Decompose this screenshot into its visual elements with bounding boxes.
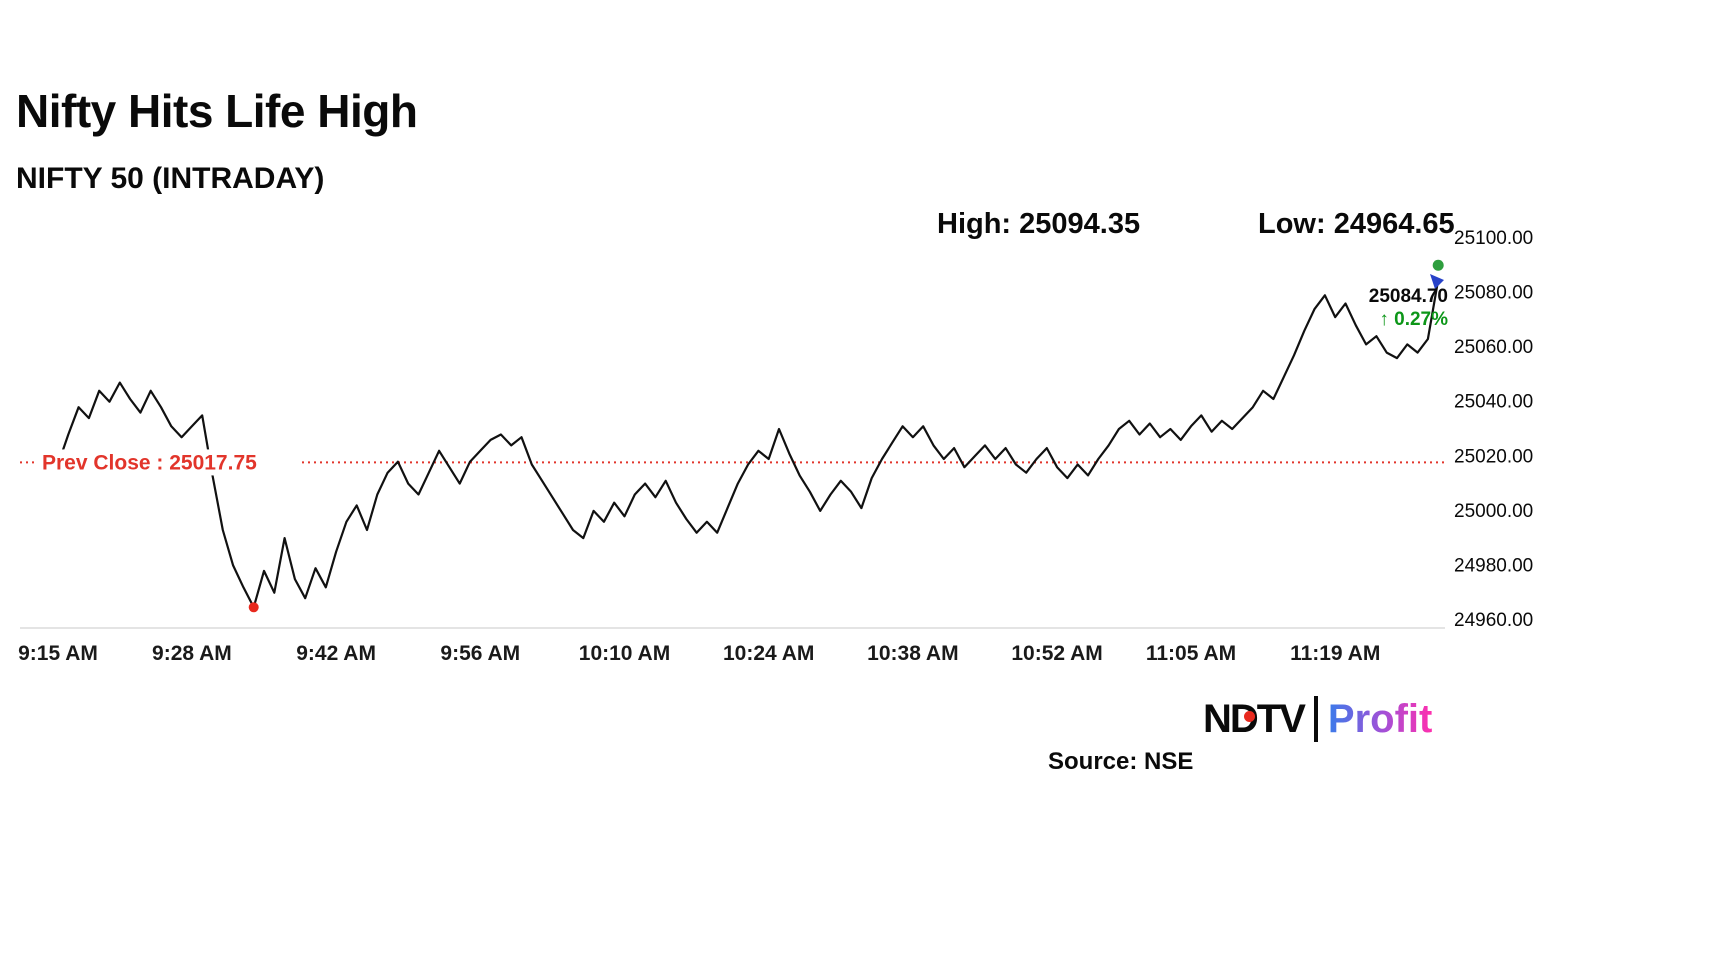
x-axis-tick-label: 11:19 AM: [1290, 642, 1380, 665]
y-axis-tick-label: 25020.00: [1454, 446, 1533, 467]
page-title: Nifty Hits Life High: [16, 85, 418, 137]
page-subtitle: NIFTY 50 (INTRADAY): [16, 162, 325, 195]
y-axis-tick-label: 24980.00: [1454, 555, 1533, 576]
x-axis-tick-label: 9:42 AM: [296, 642, 376, 665]
x-axis-tick-label: 10:24 AM: [723, 642, 814, 665]
price-line: [56, 278, 1440, 609]
last-price-label: 25084.70: [1369, 286, 1448, 307]
ndtv-wordmark: NDTV: [1203, 699, 1306, 739]
day-high-label: High: 25094.35: [937, 208, 1141, 240]
x-axis-tick-label: 10:10 AM: [579, 642, 670, 665]
day-low-label: Low: 24964.65: [1258, 208, 1455, 240]
y-axis-tick-label: 25060.00: [1454, 337, 1533, 358]
y-axis-tick-label: 25080.00: [1454, 283, 1533, 304]
low-point-marker: [248, 602, 259, 613]
y-axis-tick-label: 25100.00: [1454, 228, 1533, 249]
y-axis-tick-label: 25040.00: [1454, 392, 1533, 413]
source-label: Source: NSE: [1048, 748, 1194, 775]
prev-close-label: Prev Close : 25017.75: [42, 451, 257, 474]
intraday-line-chart-svg: 25100.00 25080.00 25060.00 25040.00 25020.00…: [18, 228, 1533, 665]
x-axis-tick-label: 9:56 AM: [440, 642, 520, 665]
mouse-cursor-icon: [1430, 274, 1444, 289]
x-axis-tick-label: 9:28 AM: [152, 642, 232, 665]
last-price-marker: [1432, 259, 1444, 271]
y-axis-tick-label: 24960.00: [1454, 610, 1533, 631]
x-axis-tick-label: 10:38 AM: [867, 642, 958, 665]
prev-close-label-bg: [34, 449, 300, 476]
profit-wordmark: Profit: [1327, 697, 1433, 741]
x-axis-tick-label: 10:52 AM: [1011, 642, 1102, 665]
y-axis-tick-label: 25000.00: [1454, 501, 1533, 522]
ndtv-red-dot-icon: [1244, 711, 1255, 722]
logo-separator: [1313, 696, 1318, 742]
x-axis-tick-label: 11:05 AM: [1146, 642, 1236, 665]
x-axis-tick-label: 9:15 AM: [18, 642, 98, 665]
change-percent-label: ↑ 0.27%: [1379, 309, 1448, 330]
ndtv-profit-logo: NDTV Profit: [1203, 696, 1432, 742]
intraday-chart: 25100.00 25080.00 25060.00 25040.00 25020.00…: [0, 228, 1568, 678]
